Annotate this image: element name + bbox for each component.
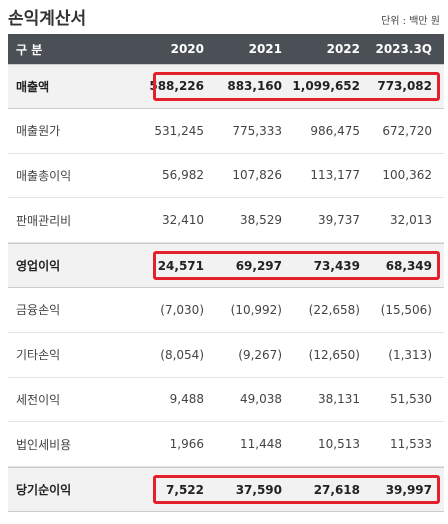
table-row: 법인세비용 1,966 11,448 10,513 11,533 xyxy=(8,422,444,468)
row-label: 당기순이익 xyxy=(16,483,72,498)
value-cell: 32,013 xyxy=(390,213,432,228)
value-cell: 69,297 xyxy=(235,258,282,273)
value-cell: 7,522 xyxy=(166,482,204,497)
value-cell: 883,160 xyxy=(227,79,282,94)
value-cell: 11,448 xyxy=(240,437,282,452)
value-cell: 11,533 xyxy=(390,437,432,452)
value-cell: 775,333 xyxy=(232,123,282,138)
row-label: 기타손익 xyxy=(16,348,61,363)
value-cell: (12,650) xyxy=(308,347,360,362)
row-label: 매출원가 xyxy=(16,124,61,139)
column-header: 2020 xyxy=(170,42,204,56)
value-cell: 24,571 xyxy=(157,258,204,273)
table-row: 매출총이익 56,982 107,826 113,177 100,362 xyxy=(8,154,444,199)
table-row: 기타손익 (8,054) (9,267) (12,650) (1,313) xyxy=(8,333,444,378)
table-row: 금융손익 (7,030) (10,992) (22,658) (15,506) xyxy=(8,288,444,333)
value-cell: 51,530 xyxy=(390,392,432,407)
title: 손익계산서 xyxy=(8,9,87,29)
value-cell: 38,529 xyxy=(240,213,282,228)
row-label: 법인세비용 xyxy=(16,437,72,452)
highlight-box xyxy=(153,251,440,280)
table-row: 당기순이익 7,522 37,590 27,618 39,997 xyxy=(8,467,444,512)
value-cell: 27,618 xyxy=(313,482,360,497)
column-header: 2022 xyxy=(326,42,360,56)
value-cell: (22,658) xyxy=(308,302,360,317)
value-cell: 39,997 xyxy=(385,482,432,497)
value-cell: 38,131 xyxy=(318,392,360,407)
value-cell: 56,982 xyxy=(162,168,204,183)
table-row: 매출원가 531,245 775,333 986,475 672,720 xyxy=(8,109,444,154)
table-row: 판매관리비 32,410 38,529 39,737 32,013 xyxy=(8,198,444,244)
value-cell: 100,362 xyxy=(382,168,432,183)
value-cell: (7,030) xyxy=(160,302,204,317)
row-label: 영업이익 xyxy=(16,259,61,274)
column-header: 구 분 xyxy=(16,42,43,57)
value-cell: (10,992) xyxy=(230,302,282,317)
value-cell: 68,349 xyxy=(385,258,432,273)
value-cell: 73,439 xyxy=(313,258,360,273)
value-cell: 10,513 xyxy=(318,437,360,452)
value-cell: (8,054) xyxy=(160,347,204,362)
value-cell: 107,826 xyxy=(232,168,282,183)
highlight-box xyxy=(153,475,440,504)
value-cell: 9,488 xyxy=(169,392,204,407)
highlight-box xyxy=(153,72,440,101)
value-cell: 588,226 xyxy=(149,79,204,94)
row-label: 세전이익 xyxy=(16,392,61,407)
value-cell: 672,720 xyxy=(382,123,432,138)
table: 구 분 2020 2021 2022 2023.3Q 매출액 588,226 883,160 1… xyxy=(8,34,444,512)
value-cell: 986,475 xyxy=(310,123,360,138)
row-label: 매출총이익 xyxy=(16,168,72,183)
value-cell: 37,590 xyxy=(235,482,282,497)
table-row: 세전이익 9,488 49,038 38,131 51,530 xyxy=(8,378,444,423)
header-row: 구 분 2020 2021 2022 2023.3Q xyxy=(8,34,444,64)
value-cell: 39,737 xyxy=(318,213,360,228)
column-header: 2021 xyxy=(248,42,282,56)
unit: 단위 : 백만 원 xyxy=(381,16,440,27)
row-label: 판매관리비 xyxy=(16,213,72,228)
table-row: 영업이익 24,571 69,297 73,439 68,349 xyxy=(8,243,444,288)
table-row: 매출액 588,226 883,160 1,099,652 773,082 xyxy=(8,64,444,109)
value-cell: 32,410 xyxy=(162,213,204,228)
value-cell: (15,506) xyxy=(380,302,432,317)
value-cell: 49,038 xyxy=(240,392,282,407)
column-header: 2023.3Q xyxy=(375,42,432,56)
value-cell: 1,966 xyxy=(169,437,204,452)
row-label: 금융손익 xyxy=(16,303,61,318)
value-cell: 531,245 xyxy=(154,123,204,138)
value-cell: 1,099,652 xyxy=(292,79,360,94)
row-label: 매출액 xyxy=(16,79,50,94)
value-cell: 113,177 xyxy=(310,168,360,183)
value-cell: (9,267) xyxy=(238,347,282,362)
value-cell: 773,082 xyxy=(377,79,432,94)
value-cell: (1,313) xyxy=(388,347,432,362)
